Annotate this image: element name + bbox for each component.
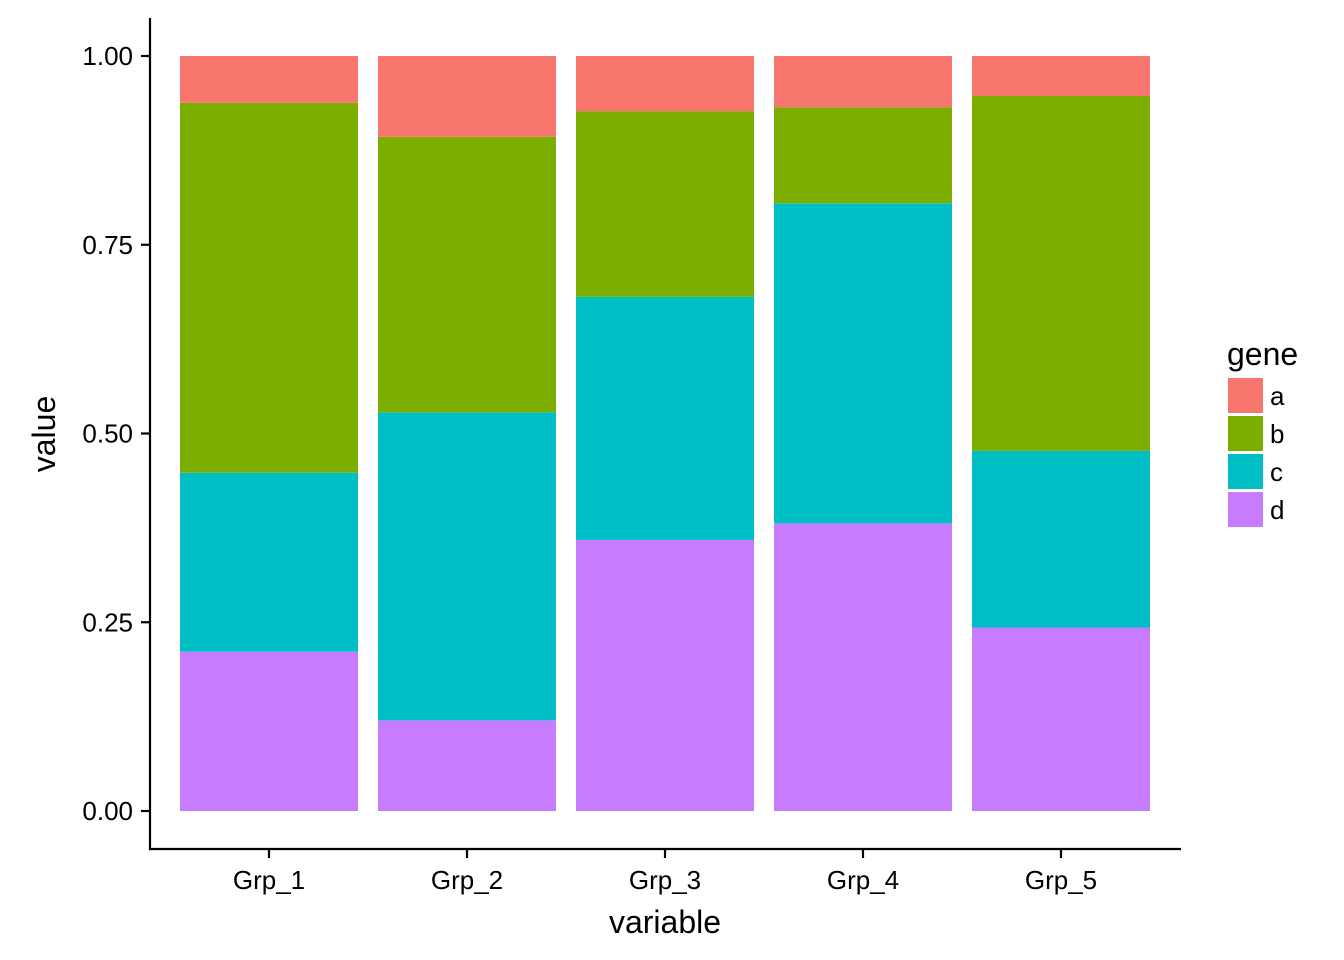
bar-grp-4-d [774,523,952,811]
bar-grp-1-d [180,651,358,811]
bar-grp-2-d [378,720,556,811]
y-tick-label: 0.75 [82,230,133,260]
x-tick-label: Grp_5 [1025,865,1097,895]
bar-grp-4-c [774,203,952,524]
bar-grp-1-c [180,472,358,652]
bar-grp-5-b [972,96,1150,451]
x-ticks: Grp_1 Grp_2 Grp_3 Grp_4 Grp_5 [233,849,1097,895]
x-axis-title: variable [609,904,721,940]
legend-label-c: c [1270,457,1283,487]
bar-grp-3-d [576,539,754,811]
bar-grp-4-b [774,107,952,204]
bar-grp-5-c [972,450,1150,628]
bar-grp-5-a [972,56,1150,97]
x-tick-label: Grp_1 [233,865,305,895]
bar-grp-3-a [576,56,754,112]
bar-grp-3-c [576,296,754,540]
y-axis-title: value [26,396,62,473]
x-tick-label: Grp_3 [629,865,701,895]
bar-grp-1-b [180,102,358,473]
y-tick-label: 0.25 [82,607,133,637]
legend-label-d: d [1270,495,1284,525]
legend-key-a [1228,378,1263,413]
legend-key-c [1228,454,1263,489]
y-tick-label: 1.00 [82,41,133,71]
legend-key-d [1228,492,1263,527]
bar-grp-2-a [378,56,556,137]
bar-grp-2-b [378,136,556,413]
legend-label-b: b [1270,419,1284,449]
y-tick-label: 0.50 [82,419,133,449]
legend-key-b [1228,416,1263,451]
bar-grp-4-a [774,56,952,108]
y-tick-label: 0.00 [82,796,133,826]
bar-grp-3-b [576,111,754,297]
bars-layer [180,56,1150,811]
bar-grp-1-a [180,56,358,103]
bar-grp-2-c [378,412,556,721]
bar-grp-5-d [972,627,1150,811]
legend-label-a: a [1270,381,1285,411]
x-tick-label: Grp_2 [431,865,503,895]
x-tick-label: Grp_4 [827,865,899,895]
legend-title: gene [1227,336,1298,372]
y-ticks: 0.00 0.25 0.50 0.75 1.00 [82,41,150,826]
